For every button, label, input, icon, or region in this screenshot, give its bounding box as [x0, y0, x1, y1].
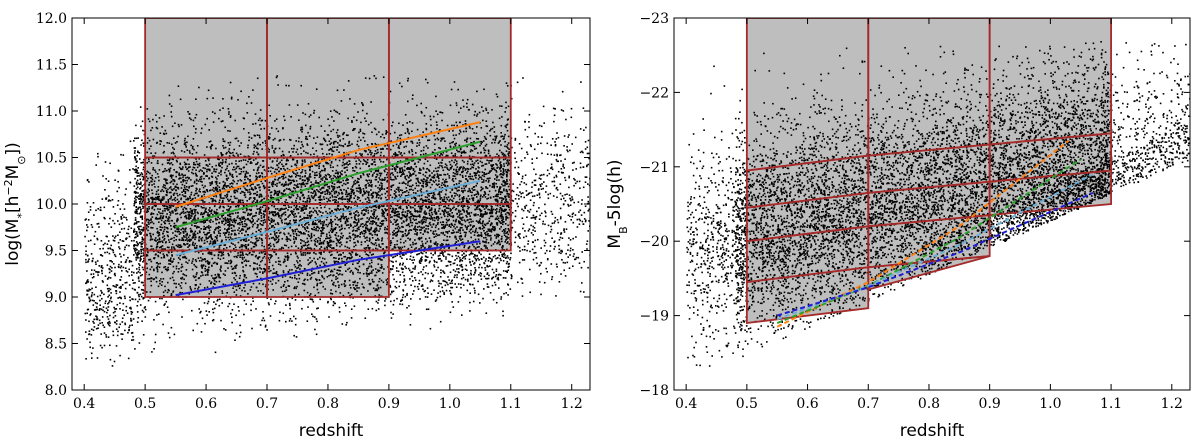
y-tick-label: −19: [639, 309, 669, 325]
x-tick-label: 0.9: [979, 396, 1001, 412]
bin-box: [988, 18, 1112, 146]
y-tick-label: 12.0: [36, 11, 67, 27]
trend-line-1: [175, 121, 481, 208]
magnitude-redshift-panel: 0.4 0.5 0.6 0.7 0.8 0.9 1.0 1.1 1.2 −18 −19 −20 −21 −…: [605, 11, 1191, 441]
bin-box: [745, 18, 870, 172]
x-tick-label: 1.0: [1039, 396, 1061, 412]
mass-redshift-panel: 0.4 0.5 0.6 0.7 0.8 0.9 1.0 1.1 1.2 8.0 8.5 9.0 9.5 1…: [2, 11, 591, 441]
y-tick-label: −20: [639, 234, 669, 250]
y-axis-label: log(M*[h−2M⊙]): [2, 142, 28, 266]
x-tick-label: 0.5: [134, 396, 156, 412]
x-axis-label: redshift: [900, 421, 965, 441]
y-tick-label: 11.0: [36, 104, 67, 120]
trend-line-2: [175, 140, 481, 229]
x-tick-label: 0.4: [73, 396, 95, 412]
y-tick-label: 8.0: [45, 383, 67, 399]
bin-box: [867, 18, 991, 157]
bin-boxes: [144, 18, 512, 298]
axes-frame: [673, 17, 1191, 391]
y-tick-label: −22: [639, 85, 669, 101]
y-tick-label: −21: [639, 160, 669, 176]
bin-boxes: [745, 18, 1112, 325]
x-tick-label: 0.4: [675, 396, 697, 412]
x-tick-label: 1.1: [1100, 396, 1122, 412]
y-tick-label: 10.0: [36, 197, 67, 213]
trend-line-3: [175, 179, 481, 257]
trend-line-4: [175, 240, 481, 297]
x-tick-label: 1.2: [561, 396, 583, 412]
y-tick-label: 11.5: [36, 58, 67, 74]
plot-area: [84, 18, 590, 367]
y-tick-label: 9.0: [45, 290, 67, 306]
x-tick-label: 0.6: [195, 396, 217, 412]
x-axis-label: redshift: [299, 421, 364, 441]
x-tick-label: 0.7: [857, 396, 879, 412]
y-tick-label: −23: [639, 11, 669, 27]
x-tick-label: 0.8: [918, 396, 940, 412]
trend-line-4: [776, 191, 1094, 317]
x-tick-label: 1.0: [439, 396, 461, 412]
y-tick-label: 8.5: [45, 337, 67, 353]
y-tick-label: −18: [639, 383, 669, 399]
trend-line-2: [776, 158, 1082, 324]
y-tick-label: 9.5: [45, 244, 67, 260]
x-tick-label: 0.8: [317, 396, 339, 412]
y-axis-label: MB-5log(h): [605, 159, 630, 248]
y-tick-label: 10.5: [36, 151, 67, 167]
plot-area: [686, 18, 1190, 367]
x-tick-label: 0.9: [378, 396, 400, 412]
bin-box: [387, 18, 512, 159]
bin-box: [144, 18, 268, 159]
x-tick-label: 0.6: [796, 396, 818, 412]
x-tick-label: 1.2: [1161, 396, 1183, 412]
trend-line-3: [776, 173, 1094, 321]
x-tick-label: 0.5: [736, 396, 758, 412]
bin-box: [266, 18, 390, 159]
x-tick-label: 0.7: [256, 396, 278, 412]
x-tick-label: 1.1: [500, 396, 522, 412]
